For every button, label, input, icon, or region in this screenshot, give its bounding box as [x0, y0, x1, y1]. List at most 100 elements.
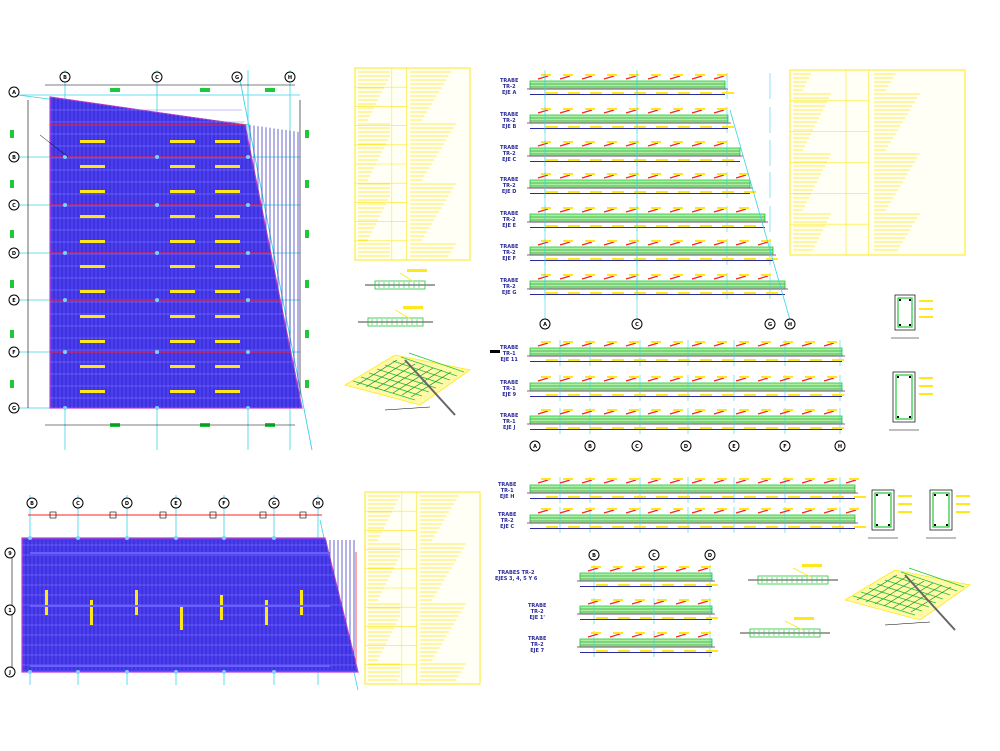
- axis-letter: E: [12, 298, 16, 304]
- iso-beam: [404, 359, 456, 416]
- annot: [761, 376, 771, 378]
- annot: [590, 496, 602, 498]
- bubble-circle: [784, 318, 796, 330]
- rebar-dot: [899, 299, 901, 301]
- axis-bubble: F: [8, 346, 20, 358]
- annot: [590, 427, 602, 429]
- dim-mark: [49, 511, 57, 519]
- annot: [541, 341, 551, 343]
- rebar-dot: [888, 494, 890, 496]
- stirrup-mark: [647, 142, 659, 147]
- stirrup-mark: [559, 142, 571, 147]
- axis-bubbles: B C G H A B C D E F G B C D E F G H 9 1 J A C G H A B C D E F H B C D: [4, 71, 846, 678]
- annot: [739, 508, 749, 510]
- annot: [678, 92, 690, 94]
- bubble-circle: [584, 440, 596, 452]
- annot: [805, 508, 815, 510]
- annot: [607, 341, 617, 343]
- axis-bubble: C: [72, 497, 84, 509]
- stirrup-mark: [581, 342, 593, 347]
- annot: [695, 207, 705, 209]
- annot: [744, 225, 756, 227]
- stirrup-mark: [691, 275, 703, 280]
- iso-rebar: [410, 371, 452, 398]
- dim-line: [530, 429, 842, 430]
- iso-rebar: [376, 368, 437, 389]
- axis-bubble: D: [704, 549, 716, 561]
- axis-letter: D: [684, 444, 688, 450]
- annot: [656, 159, 668, 161]
- stirrup-mark: [559, 410, 571, 415]
- iso-rebar: [865, 576, 907, 603]
- stirrup: [932, 492, 950, 528]
- axis-bubble: C: [8, 199, 20, 211]
- stirrup-mark: [669, 241, 681, 246]
- beam-body: [529, 147, 741, 157]
- bubble-circle: [680, 440, 692, 452]
- stirrup-mark: [625, 75, 637, 80]
- annot: [629, 409, 639, 411]
- annot: [832, 427, 844, 429]
- annot: [766, 496, 778, 498]
- stirrup-mark: [691, 142, 703, 147]
- stirrup-mark: [691, 208, 703, 213]
- axis-bubble: H: [784, 318, 796, 330]
- annot: [788, 359, 800, 361]
- section-marker: [490, 350, 500, 353]
- annot: [656, 225, 668, 227]
- bubble-circle: [529, 440, 541, 452]
- dim-line: [580, 619, 712, 620]
- beam-body: [529, 179, 751, 189]
- stirrup-mark: [757, 342, 769, 347]
- annot: [612, 394, 624, 396]
- axis-letter: 1: [8, 608, 12, 614]
- annot: [607, 108, 617, 110]
- annot: [629, 108, 639, 110]
- stirrup-mark: [779, 342, 791, 347]
- stirrup-mark: [559, 275, 571, 280]
- bubble-circle: [312, 497, 324, 509]
- annot: [563, 74, 573, 76]
- annot: [695, 478, 705, 480]
- annot: [215, 265, 240, 268]
- annot: [220, 595, 223, 620]
- annot: [635, 599, 645, 601]
- axis-bubble: G: [764, 318, 776, 330]
- iso-rebar: [856, 574, 898, 601]
- annot: [662, 617, 674, 619]
- stirrup-mark: [537, 509, 549, 514]
- stirrup-mark: [801, 410, 813, 415]
- annot: [403, 306, 423, 309]
- stirrup-mark: [559, 75, 571, 80]
- annot: [662, 650, 674, 652]
- axis-letter: D: [708, 553, 712, 559]
- annot: [802, 564, 822, 567]
- column: [63, 298, 67, 302]
- iso-rebar: [901, 584, 943, 611]
- annot: [300, 590, 303, 615]
- beam-elevation: [527, 273, 788, 299]
- stirrup-mark: [669, 342, 681, 347]
- annot: [810, 359, 822, 361]
- stirrup-mark: [713, 174, 725, 179]
- annot: [898, 503, 912, 505]
- axis-bubble: G: [268, 497, 280, 509]
- bubble-circle: [231, 71, 243, 83]
- annot: [810, 496, 822, 498]
- annot: [634, 394, 646, 396]
- annot: [613, 599, 623, 601]
- annot: [590, 359, 602, 361]
- iso-rebar: [374, 363, 416, 390]
- bubble-circle: [121, 497, 133, 509]
- beam-elevation: [527, 206, 771, 232]
- annot: [618, 650, 630, 652]
- bubble-circle: [170, 497, 182, 509]
- iso-rebar: [892, 582, 934, 609]
- specification-tables: [354, 67, 966, 685]
- annot: [662, 584, 674, 586]
- annot: [596, 650, 608, 652]
- stirrup-mark: [669, 479, 681, 484]
- leader: [792, 567, 812, 578]
- bubble-circle: [284, 71, 296, 83]
- annot: [673, 173, 683, 175]
